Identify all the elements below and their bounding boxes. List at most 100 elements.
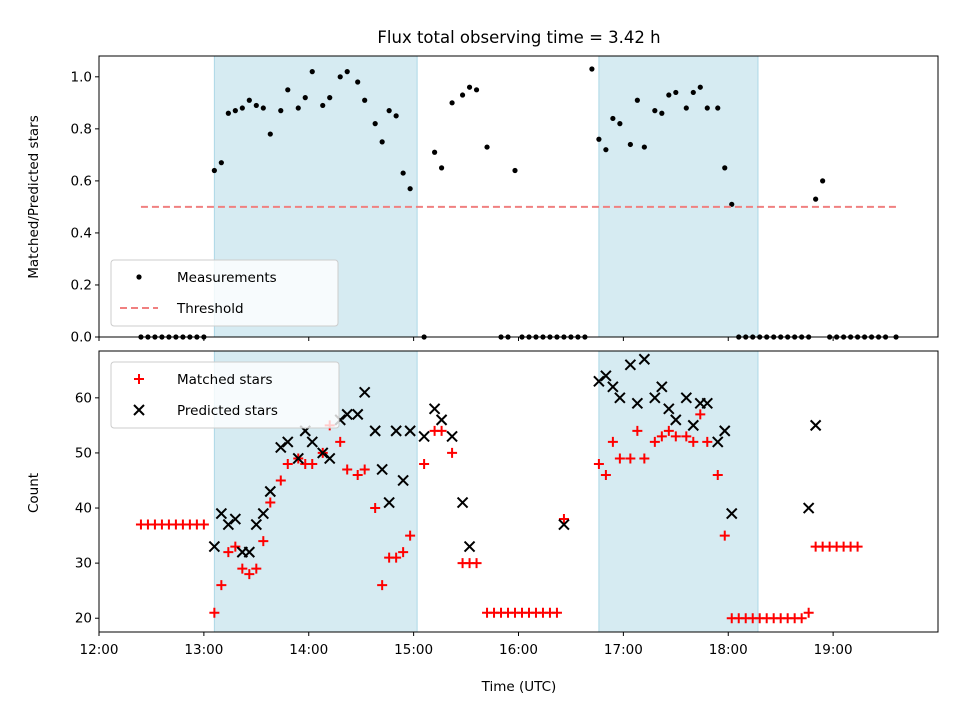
measurement-point (278, 108, 284, 114)
legend-label: Matched stars (177, 372, 273, 388)
y-tick-label: 0.6 (71, 173, 92, 189)
predicted-star-point (712, 436, 724, 448)
matched-star-point (223, 547, 234, 558)
matched-star-point (237, 563, 248, 574)
predicted-star-point (670, 414, 682, 426)
matched-star-point (447, 447, 458, 458)
measurement-point (704, 105, 710, 111)
predicted-star-point (802, 502, 815, 514)
matched-star-point (796, 613, 807, 624)
legend-matched-swatch (134, 374, 144, 384)
predicted-star-point (292, 452, 304, 465)
matched-star-point (593, 458, 604, 469)
predicted-star-point (397, 474, 409, 487)
matched-star-point (688, 436, 699, 447)
predicted-star-point (243, 546, 256, 558)
measurement-point (697, 84, 703, 90)
measurement-point (617, 121, 623, 127)
measurement-point (372, 121, 378, 127)
y-tick-label: 0.2 (71, 277, 92, 293)
matched-star-point (342, 464, 353, 475)
predicted-star-point (463, 540, 476, 553)
legend-label: Measurements (177, 270, 277, 286)
predicted-star-point (250, 518, 263, 531)
matched-star-point (558, 514, 569, 525)
measurement-point (285, 87, 291, 93)
measurement-point (337, 74, 343, 80)
measurement-point (683, 105, 689, 111)
x-axis-label: Time (UTC) (481, 679, 557, 695)
legend-measurement-swatch (136, 274, 142, 280)
measurement-point (652, 108, 658, 114)
measurement-point (379, 139, 385, 145)
predicted-star-point (306, 436, 318, 448)
measurement-point (722, 165, 728, 171)
predicted-star-point (383, 496, 395, 509)
predicted-star-point (317, 447, 329, 459)
matched-star-point (632, 425, 643, 436)
measurement-point (211, 167, 217, 174)
measurement-point (218, 160, 224, 166)
measurement-point (589, 66, 595, 72)
predicted-star-point (687, 419, 699, 432)
predicted-star-point (282, 436, 294, 448)
legend: Matched stars Predicted stars (110, 361, 340, 429)
measurement-point (302, 95, 308, 101)
legend: Measurements Threshold (110, 259, 339, 327)
measurement-point (459, 92, 466, 98)
y-tick-label: 60 (75, 390, 92, 406)
measurement-point (239, 105, 245, 111)
x-tick-label: 12:00 (80, 642, 119, 658)
predicted-star-point (369, 425, 381, 437)
predicted-star-point (558, 518, 570, 531)
predicted-star-point (351, 408, 364, 421)
predicted-star-point (638, 353, 651, 365)
measurement-point (634, 97, 640, 103)
matched-star-point (398, 547, 409, 558)
predicted-star-point (324, 452, 336, 465)
matched-star-point (370, 503, 381, 514)
measurement-point (327, 95, 333, 101)
matched-star-point (681, 431, 692, 442)
x-tick-label: 13:00 (184, 642, 223, 658)
predicted-star-point (607, 381, 619, 393)
matched-star-point (377, 580, 388, 591)
top-y-axis-label: Matched/Predicted stars (26, 115, 42, 278)
legend-box (110, 259, 339, 327)
shaded-interval-1 (598, 350, 759, 633)
measurement-point (232, 108, 238, 114)
measurement-point (407, 186, 413, 192)
measurement-point (666, 92, 672, 98)
predicted-star-point (435, 414, 448, 426)
matched-star-point (803, 607, 814, 618)
measurement-point (344, 69, 350, 75)
matched-star-point (663, 425, 674, 436)
predicted-star-point (376, 463, 388, 476)
matched-star-point (275, 475, 286, 486)
measurement-point (641, 144, 647, 150)
predicted-star-point (358, 386, 371, 399)
y-tick-label: 0.4 (71, 225, 92, 241)
matched-star-point (216, 580, 227, 591)
predicted-star-point (222, 518, 235, 531)
matched-star-point (258, 536, 269, 547)
predicted-star-point (600, 370, 612, 382)
measurement-point (449, 100, 455, 106)
matched-star-point (352, 469, 363, 480)
matched-star-point (702, 436, 713, 447)
predicted-star-point (341, 408, 353, 421)
x-tick-label: 17:00 (604, 642, 643, 658)
predicted-star-point (208, 540, 221, 553)
measurement-point (820, 178, 826, 184)
measurement-point (484, 144, 490, 150)
matched-star-point (307, 458, 318, 469)
measurement-point (438, 165, 445, 171)
matched-star-point (625, 453, 636, 464)
y-tick-label: 0.8 (71, 121, 92, 137)
predicted-star-point (390, 425, 402, 437)
measurement-point (253, 102, 259, 109)
matched-star-point (335, 436, 346, 447)
measurement-point (432, 149, 438, 155)
measurement-point (225, 110, 231, 116)
